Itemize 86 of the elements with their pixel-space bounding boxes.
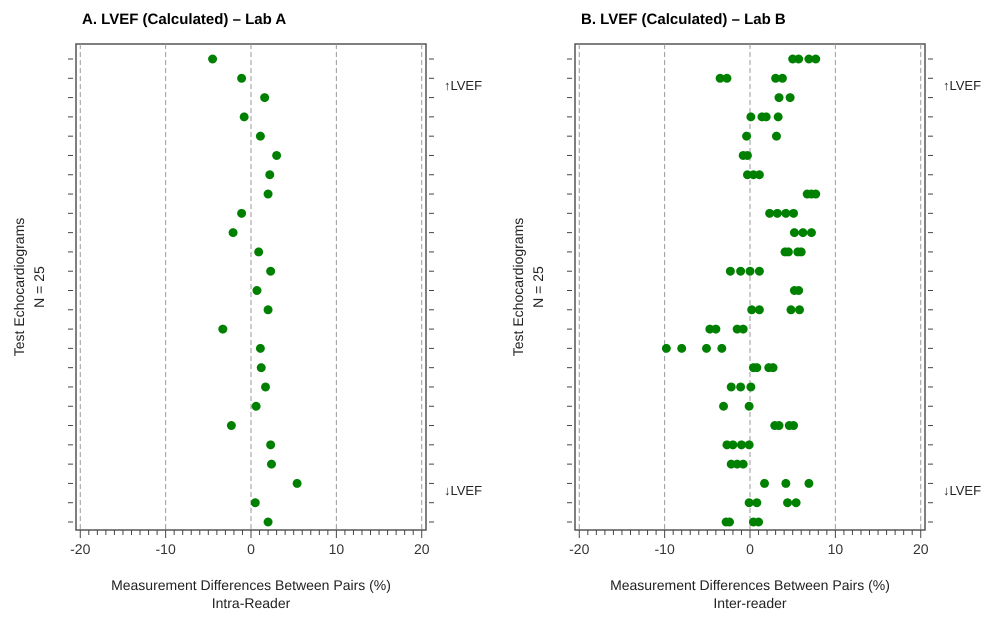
point <box>256 344 265 353</box>
point <box>228 228 238 238</box>
x-tick-label: 20 <box>912 541 929 557</box>
point <box>744 440 754 450</box>
point <box>702 344 711 353</box>
point <box>795 305 804 314</box>
point <box>252 286 262 295</box>
point <box>266 460 276 469</box>
point <box>746 266 754 276</box>
point <box>790 228 799 238</box>
point <box>218 324 228 334</box>
point <box>742 132 752 141</box>
point <box>726 382 736 392</box>
point <box>774 93 784 102</box>
x-tick-label: 0 <box>746 541 754 557</box>
point <box>252 402 261 411</box>
point <box>226 421 236 430</box>
point <box>781 478 790 488</box>
x-tick-label: 10 <box>828 541 844 557</box>
point <box>746 112 756 122</box>
point <box>798 228 808 238</box>
point <box>786 305 796 314</box>
point <box>662 344 671 353</box>
point <box>754 266 764 276</box>
x-tick-label: 10 <box>328 541 344 557</box>
x-tick-label: -10 <box>654 541 675 557</box>
x-tick-label: 20 <box>414 541 430 557</box>
text: ↑LVEF <box>943 78 982 93</box>
point <box>266 266 276 276</box>
point <box>772 208 782 218</box>
x-tick-label: -10 <box>156 541 176 557</box>
point <box>746 382 756 392</box>
point <box>250 498 260 508</box>
point <box>264 518 273 526</box>
point <box>744 498 754 508</box>
point <box>237 74 246 83</box>
point <box>744 402 754 411</box>
x-axis-title: Measurement Differences Between Pairs (%) Intra-Reader <box>111 577 391 611</box>
point <box>760 478 770 488</box>
point <box>804 478 814 488</box>
point <box>240 112 249 122</box>
x-axis-title: Measurement Differences Between Pairs (%) Inter-reader <box>610 577 890 611</box>
point <box>292 478 302 488</box>
chart-title: B. LVEF (Calculated) – Lab B <box>581 11 786 28</box>
text: ↑LVEF <box>444 78 482 93</box>
point <box>754 305 764 314</box>
chart-title: A. LVEF (Calculated) – Lab A <box>82 11 286 28</box>
point <box>261 382 270 392</box>
text: ↓LVEF <box>943 483 982 498</box>
point <box>747 305 756 314</box>
point <box>792 498 801 508</box>
point <box>789 208 798 218</box>
point <box>265 170 274 180</box>
point <box>736 382 746 392</box>
point <box>786 93 795 102</box>
x-tick-label: 0 <box>247 541 256 557</box>
point <box>719 402 728 411</box>
point <box>260 93 270 102</box>
x-tick-label: -20 <box>70 541 91 557</box>
point <box>208 54 218 64</box>
point <box>256 132 265 141</box>
point <box>264 305 273 314</box>
point <box>237 208 246 218</box>
point <box>778 74 787 83</box>
point <box>717 344 726 353</box>
point <box>272 150 282 160</box>
point <box>726 266 735 276</box>
point <box>266 440 276 450</box>
point <box>772 132 781 141</box>
point <box>783 498 792 508</box>
point <box>781 208 790 218</box>
point <box>806 228 816 238</box>
point <box>256 363 266 372</box>
point <box>765 208 774 218</box>
x-tick-label: -20 <box>569 541 590 557</box>
point <box>677 344 686 353</box>
point <box>736 440 746 450</box>
y-axis-title: Test Echocardiograms N = 25 <box>510 218 546 356</box>
y-axis-title: Test Echocardiograms N = 25 <box>11 218 47 356</box>
point <box>774 112 783 122</box>
point <box>811 54 820 64</box>
point <box>254 247 264 256</box>
point <box>736 266 746 276</box>
point <box>752 498 762 508</box>
text: ↓LVEF <box>444 483 482 498</box>
point <box>264 190 273 199</box>
